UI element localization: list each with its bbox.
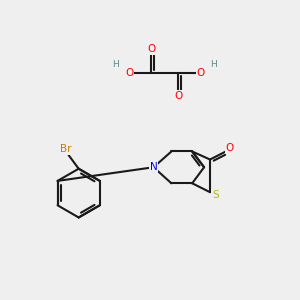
Text: H: H (112, 60, 119, 69)
Text: O: O (125, 68, 133, 78)
Text: O: O (174, 91, 182, 101)
Text: Br: Br (60, 144, 72, 154)
Text: O: O (225, 143, 233, 153)
Text: O: O (196, 68, 205, 78)
Text: S: S (212, 190, 219, 200)
Text: N: N (150, 162, 158, 172)
Text: H: H (211, 60, 217, 69)
Text: O: O (147, 44, 156, 54)
